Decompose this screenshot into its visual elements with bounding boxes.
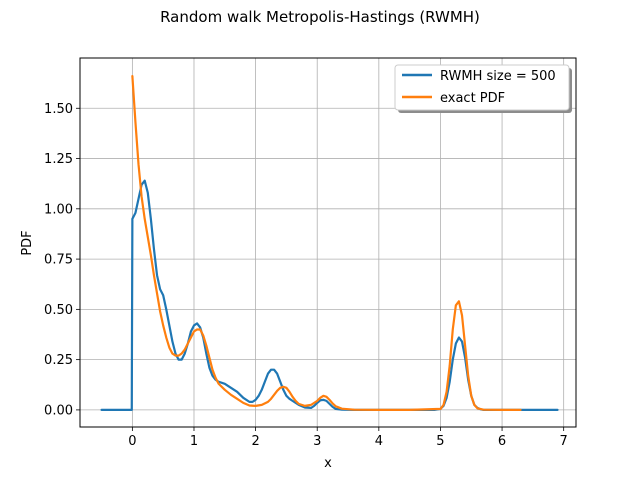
y-tick-label: 1.00 (44, 202, 73, 217)
plot-frame (79, 57, 577, 428)
x-axis-label: x (324, 456, 332, 471)
y-tick-label: 0.50 (44, 303, 73, 318)
legend-label-rwmh: RWMH size = 500 (440, 69, 556, 84)
grid-lines (80, 58, 576, 427)
x-tick-label: 5 (436, 434, 444, 449)
series-line-exact-pdf (131, 74, 522, 412)
series-layer (100, 74, 559, 412)
y-axis-label: PDF (20, 230, 35, 255)
x-axis: 0 1 2 3 4 5 6 7 (128, 427, 568, 449)
legend-label-exact: exact PDF (440, 91, 505, 106)
y-axis: 0.00 0.25 0.50 0.75 1.00 1.25 1.50 (44, 102, 80, 418)
series-line-rwmh (100, 179, 559, 412)
plot-area (80, 58, 576, 427)
y-tick-label: 0.00 (44, 403, 73, 418)
x-tick-label: 4 (375, 434, 383, 449)
x-tick-label: 3 (313, 434, 321, 449)
y-tick-label: 0.25 (44, 353, 73, 368)
x-tick-label: 0 (128, 434, 136, 449)
x-tick-label: 1 (190, 434, 198, 449)
x-tick-label: 6 (498, 434, 506, 449)
y-tick-label: 0.75 (44, 253, 73, 268)
legend: RWMH size = 500 exact PDF (394, 64, 572, 113)
x-tick-label: 2 (251, 434, 259, 449)
chart-title: Random walk Metropolis-Hastings (RWMH) (160, 8, 480, 26)
x-tick-label: 7 (560, 434, 568, 449)
y-tick-label: 1.50 (44, 102, 73, 117)
legend-box (394, 64, 570, 111)
y-tick-label: 1.25 (44, 152, 73, 167)
